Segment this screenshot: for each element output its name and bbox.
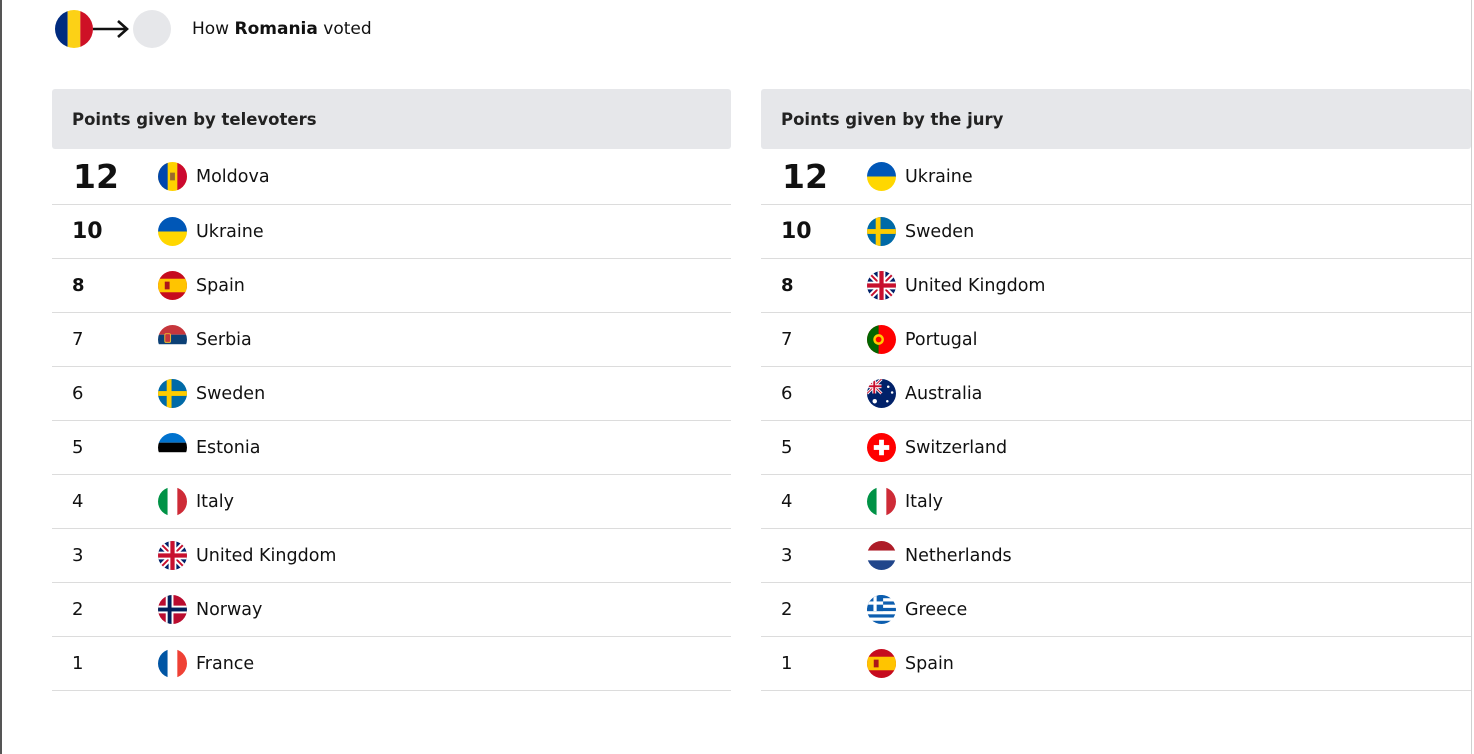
vote-row: 6 Australia [761,367,1471,421]
vote-row: 10 Sweden [761,205,1471,259]
country-name: Switzerland [905,437,1008,458]
points-value: 8 [72,275,85,296]
country-name: Portugal [905,329,978,350]
points-value: 2 [72,599,84,620]
vote-row: 4 Italy [761,475,1471,529]
country-name: Sweden [196,383,266,404]
australia-flag-icon [867,379,896,408]
vote-row: 8 United Kingdom [761,259,1471,313]
ukraine-flag-icon [867,162,896,191]
country-name: Norway [196,599,263,620]
points-value: 6 [781,383,793,404]
sweden-flag-icon [158,379,187,408]
country-name: Sweden [905,221,975,242]
vote-row: 5 Switzerland [761,421,1471,475]
vote-row: 12 Moldova [52,149,731,205]
country-name: United Kingdom [196,545,337,566]
vote-row: 8 Spain [52,259,731,313]
jury-list: 12 Ukraine 10 Sweden 8 United Kingdom 7 Portuga… [761,149,1471,691]
vote-row: 6 Sweden [52,367,731,421]
vote-row: 1 Spain [761,637,1471,691]
televoters-panel-title: Points given by televoters [52,89,731,149]
country-name: Estonia [196,437,261,458]
country-name: France [196,653,255,674]
televoters-panel: Points given by televoters 12 Moldova 10 Uk… [52,89,731,691]
sweden-flag-icon [867,217,896,246]
voting-header: How Romania voted [55,9,372,49]
country-name: Australia [905,383,983,404]
recipient-placeholder-circle [133,10,171,48]
portugal-flag-icon [867,325,896,354]
country-name: Italy [905,491,943,512]
spain-flag-icon [867,649,896,678]
country-name: Spain [905,653,954,674]
televoters-list: 12 Moldova 10 Ukraine 8 Spain 7 Serbia 6 Sweden 5 E… [52,149,731,691]
country-name: Italy [196,491,234,512]
country-name: Greece [905,599,968,620]
points-value: 2 [781,599,793,620]
uk-flag-icon [158,541,187,570]
vote-row: 2 Greece [761,583,1471,637]
header-title: How Romania voted [192,19,372,39]
serbia-flag-icon [158,325,187,354]
jury-panel-title: Points given by the jury [761,89,1471,149]
vote-row: 12 Ukraine [761,149,1471,205]
uk-flag-icon [867,271,896,300]
points-value: 5 [781,437,793,458]
window-right-border [1471,0,1472,754]
switzerland-flag-icon [867,433,896,462]
spain-flag-icon [158,271,187,300]
vote-row: 10 Ukraine [52,205,731,259]
norway-flag-icon [158,595,187,624]
country-name: Moldova [196,166,270,187]
italy-flag-icon [158,487,187,516]
ukraine-flag-icon [158,217,187,246]
points-value: 12 [73,157,119,196]
points-value: 1 [781,653,793,674]
points-value: 8 [781,275,794,296]
window-left-border [0,0,2,754]
points-value: 3 [781,545,793,566]
italy-flag-icon [867,487,896,516]
country-name: United Kingdom [905,275,1046,296]
points-value: 4 [781,491,793,512]
netherlands-flag-icon [867,541,896,570]
vote-row: 5 Estonia [52,421,731,475]
vote-row: 2 Norway [52,583,731,637]
greece-flag-icon [867,595,896,624]
country-name: Netherlands [905,545,1012,566]
vote-row: 1 France [52,637,731,691]
romania-flag-icon [55,10,93,48]
moldova-flag-icon [158,162,187,191]
points-value: 4 [72,491,84,512]
points-value: 5 [72,437,84,458]
voting-country: Romania [234,19,318,39]
country-name: Ukraine [905,166,973,187]
country-name: Serbia [196,329,252,350]
arrow-right-icon [93,20,129,38]
estonia-flag-icon [158,433,187,462]
vote-row: 4 Italy [52,475,731,529]
points-value: 6 [72,383,84,404]
country-name: Spain [196,275,245,296]
points-value: 10 [72,219,103,244]
vote-row: 3 United Kingdom [52,529,731,583]
points-value: 3 [72,545,84,566]
country-name: Ukraine [196,221,264,242]
vote-row: 7 Portugal [761,313,1471,367]
france-flag-icon [158,649,187,678]
vote-row: 3 Netherlands [761,529,1471,583]
points-value: 1 [72,653,84,674]
vote-row: 7 Serbia [52,313,731,367]
points-value: 12 [782,157,828,196]
jury-panel: Points given by the jury 12 Ukraine 10 Swed… [761,89,1471,691]
points-value: 7 [781,329,793,350]
points-value: 7 [72,329,84,350]
points-value: 10 [781,219,812,244]
